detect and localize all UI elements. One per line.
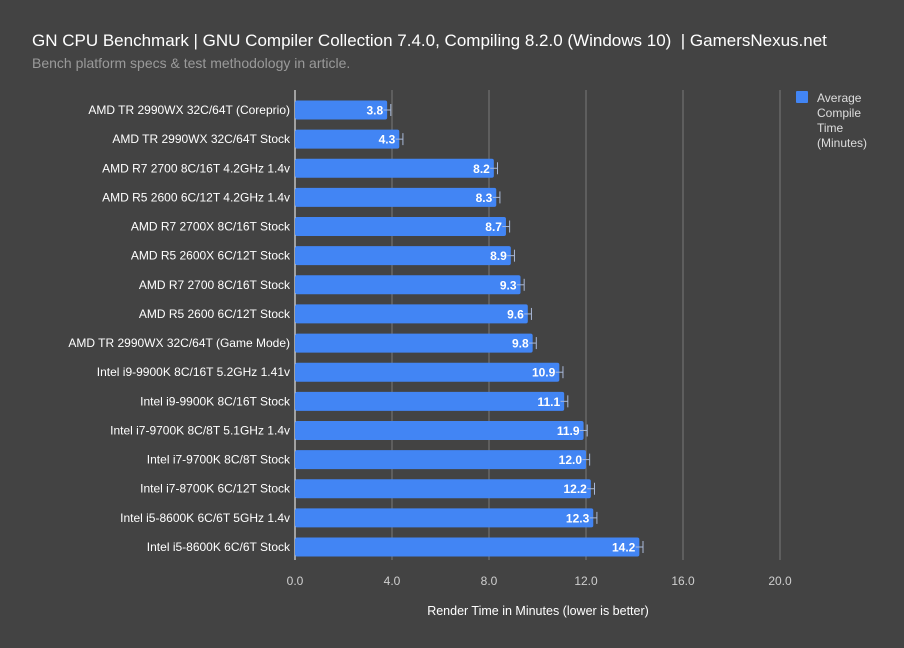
bar — [295, 508, 594, 528]
category-label: AMD R5 2600 6C/12T 4.2GHz 1.4v — [102, 190, 290, 204]
data-label: 8.7 — [485, 220, 502, 234]
data-label: 8.3 — [476, 191, 493, 205]
category-label: Intel i5-8600K 6C/6T 5GHz 1.4v — [120, 511, 290, 525]
category-label: AMD R5 2600X 6C/12T Stock — [131, 249, 291, 263]
data-label: 14.2 — [612, 541, 636, 555]
category-label: AMD R7 2700X 8C/16T Stock — [131, 220, 291, 234]
x-tick-label: 16.0 — [671, 574, 695, 588]
bar — [295, 479, 591, 499]
category-label: AMD TR 2990WX 32C/64T (Coreprio) — [88, 103, 290, 117]
data-label: 9.6 — [507, 307, 524, 321]
x-tick-label: 20.0 — [768, 574, 792, 588]
bar — [295, 537, 640, 557]
bar — [295, 420, 584, 440]
chart-title: GN CPU Benchmark | GNU Compiler Collecti… — [32, 31, 827, 50]
data-label: 12.0 — [559, 453, 583, 467]
data-label: 8.2 — [473, 162, 490, 176]
legend-line: Average — [817, 91, 862, 105]
x-tick-label: 0.0 — [287, 574, 304, 588]
legend-line: Compile — [817, 106, 861, 120]
legend-swatch — [796, 91, 808, 103]
bar — [295, 129, 400, 149]
bar — [295, 100, 388, 120]
x-tick-label: 8.0 — [481, 574, 498, 588]
category-label: Intel i7-9700K 8C/8T 5.1GHz 1.4v — [110, 423, 290, 437]
bar — [295, 391, 565, 411]
category-label: Intel i9-9900K 8C/16T 5.2GHz 1.41v — [97, 365, 290, 379]
bar — [295, 187, 497, 207]
bar — [295, 333, 533, 353]
legend: Average Compile Time (Minutes) — [796, 91, 867, 150]
data-label: 11.9 — [557, 424, 580, 438]
bar — [295, 246, 511, 266]
legend-line: Time — [817, 121, 844, 135]
bar — [295, 158, 494, 178]
bar — [295, 362, 560, 382]
chart-subtitle: Bench platform specs & test methodology … — [32, 55, 350, 71]
data-label: 11.1 — [537, 395, 560, 409]
category-label: AMD R5 2600 6C/12T Stock — [139, 307, 291, 321]
data-label: 9.8 — [512, 337, 529, 351]
bar — [295, 217, 506, 237]
category-label: Intel i9-9900K 8C/16T Stock — [140, 394, 291, 408]
category-label: Intel i5-8600K 6C/6T Stock — [147, 540, 291, 554]
data-label: 12.2 — [563, 482, 587, 496]
x-tick-label: 12.0 — [574, 574, 598, 588]
category-label: Intel i7-9700K 8C/8T Stock — [147, 453, 291, 467]
category-label: Intel i7-8700K 6C/12T Stock — [140, 482, 291, 496]
data-label: 4.3 — [379, 133, 396, 147]
bar — [295, 304, 528, 324]
data-label: 12.3 — [566, 511, 590, 525]
category-label: AMD TR 2990WX 32C/64T (Game Mode) — [68, 336, 290, 350]
data-label: 8.9 — [490, 249, 507, 263]
data-label: 3.8 — [366, 104, 383, 118]
category-label: AMD R7 2700 8C/16T 4.2GHz 1.4v — [102, 161, 290, 175]
data-label: 9.3 — [500, 278, 517, 292]
x-tick-label: 4.0 — [384, 574, 401, 588]
category-label: AMD TR 2990WX 32C/64T Stock — [112, 132, 291, 146]
data-label: 10.9 — [532, 366, 556, 380]
bar — [295, 450, 586, 470]
category-label: AMD R7 2700 8C/16T Stock — [139, 278, 291, 292]
legend-line: (Minutes) — [817, 136, 867, 150]
x-axis-label: Render Time in Minutes (lower is better) — [427, 604, 649, 618]
bar — [295, 275, 521, 295]
